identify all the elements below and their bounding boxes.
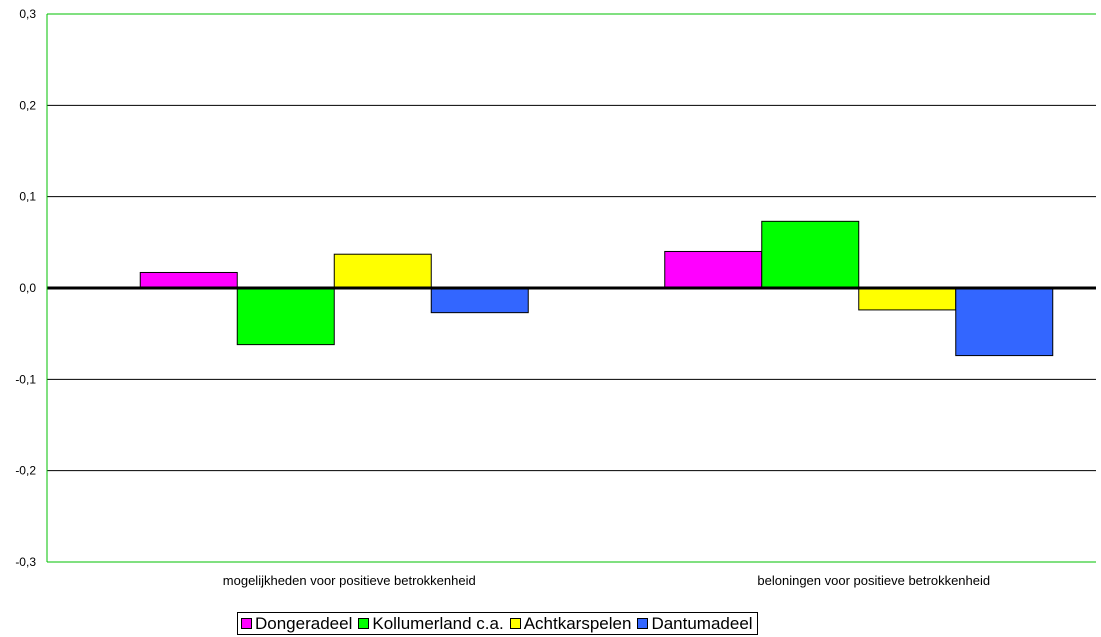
legend-item: Kollumerland c.a. [358,613,504,634]
y-tick-labels: -0,3 -0,2 -0,1 0,0 0,1 0,2 0,3 [15,7,36,569]
bar-achtkarspelen [333,253,432,289]
category-labels: mogelijkheden voor positieve betrokkenhe… [223,573,990,588]
y-tick-label: -0,3 [15,555,36,569]
y-tick-label: 0,3 [19,7,36,21]
bar-kollumerland-c-a- [236,287,335,346]
y-tick-label: 0,0 [19,281,36,295]
legend-swatch [358,618,370,629]
legend-swatch [637,618,649,629]
legend-label: Dongeradeel [255,613,353,633]
y-tick-label: 0,2 [19,98,36,112]
bars [139,220,1054,357]
y-tick-label: -0,2 [15,464,36,478]
bar-dongeradeel [664,250,763,289]
bar-achtkarspelen [858,287,957,311]
legend-item: Dongeradeel [241,614,352,634]
y-tick-label: 0,1 [19,190,36,204]
category-label: mogelijkheden voor positieve betrokkenhe… [223,573,476,588]
bar-dantumadeel [955,287,1054,357]
bar-chart: -0,3 -0,2 -0,1 0,0 0,1 0,2 0,3 mogelijkheden v… [15,7,1096,588]
legend-label: Dantumadeel [651,613,753,633]
legend-item: Achtkarspelen [509,613,632,634]
category-label: beloningen voor positieve betrokkenheid [757,573,990,588]
legend-label: Kollumerland c.a. [372,613,504,633]
bar-dantumadeel [430,287,529,314]
y-tick-label: -0,1 [15,372,36,386]
bar-dongeradeel [139,271,238,289]
legend: Dongeradeel Kollumerland c.a. Achtkarspele… [237,612,758,635]
legend-swatch [509,618,521,629]
legend-swatch [241,618,252,629]
legend-label: Achtkarspelen [523,613,632,633]
legend-item: Dantumadeel [637,613,753,634]
bar-kollumerland-c-a- [761,220,860,289]
